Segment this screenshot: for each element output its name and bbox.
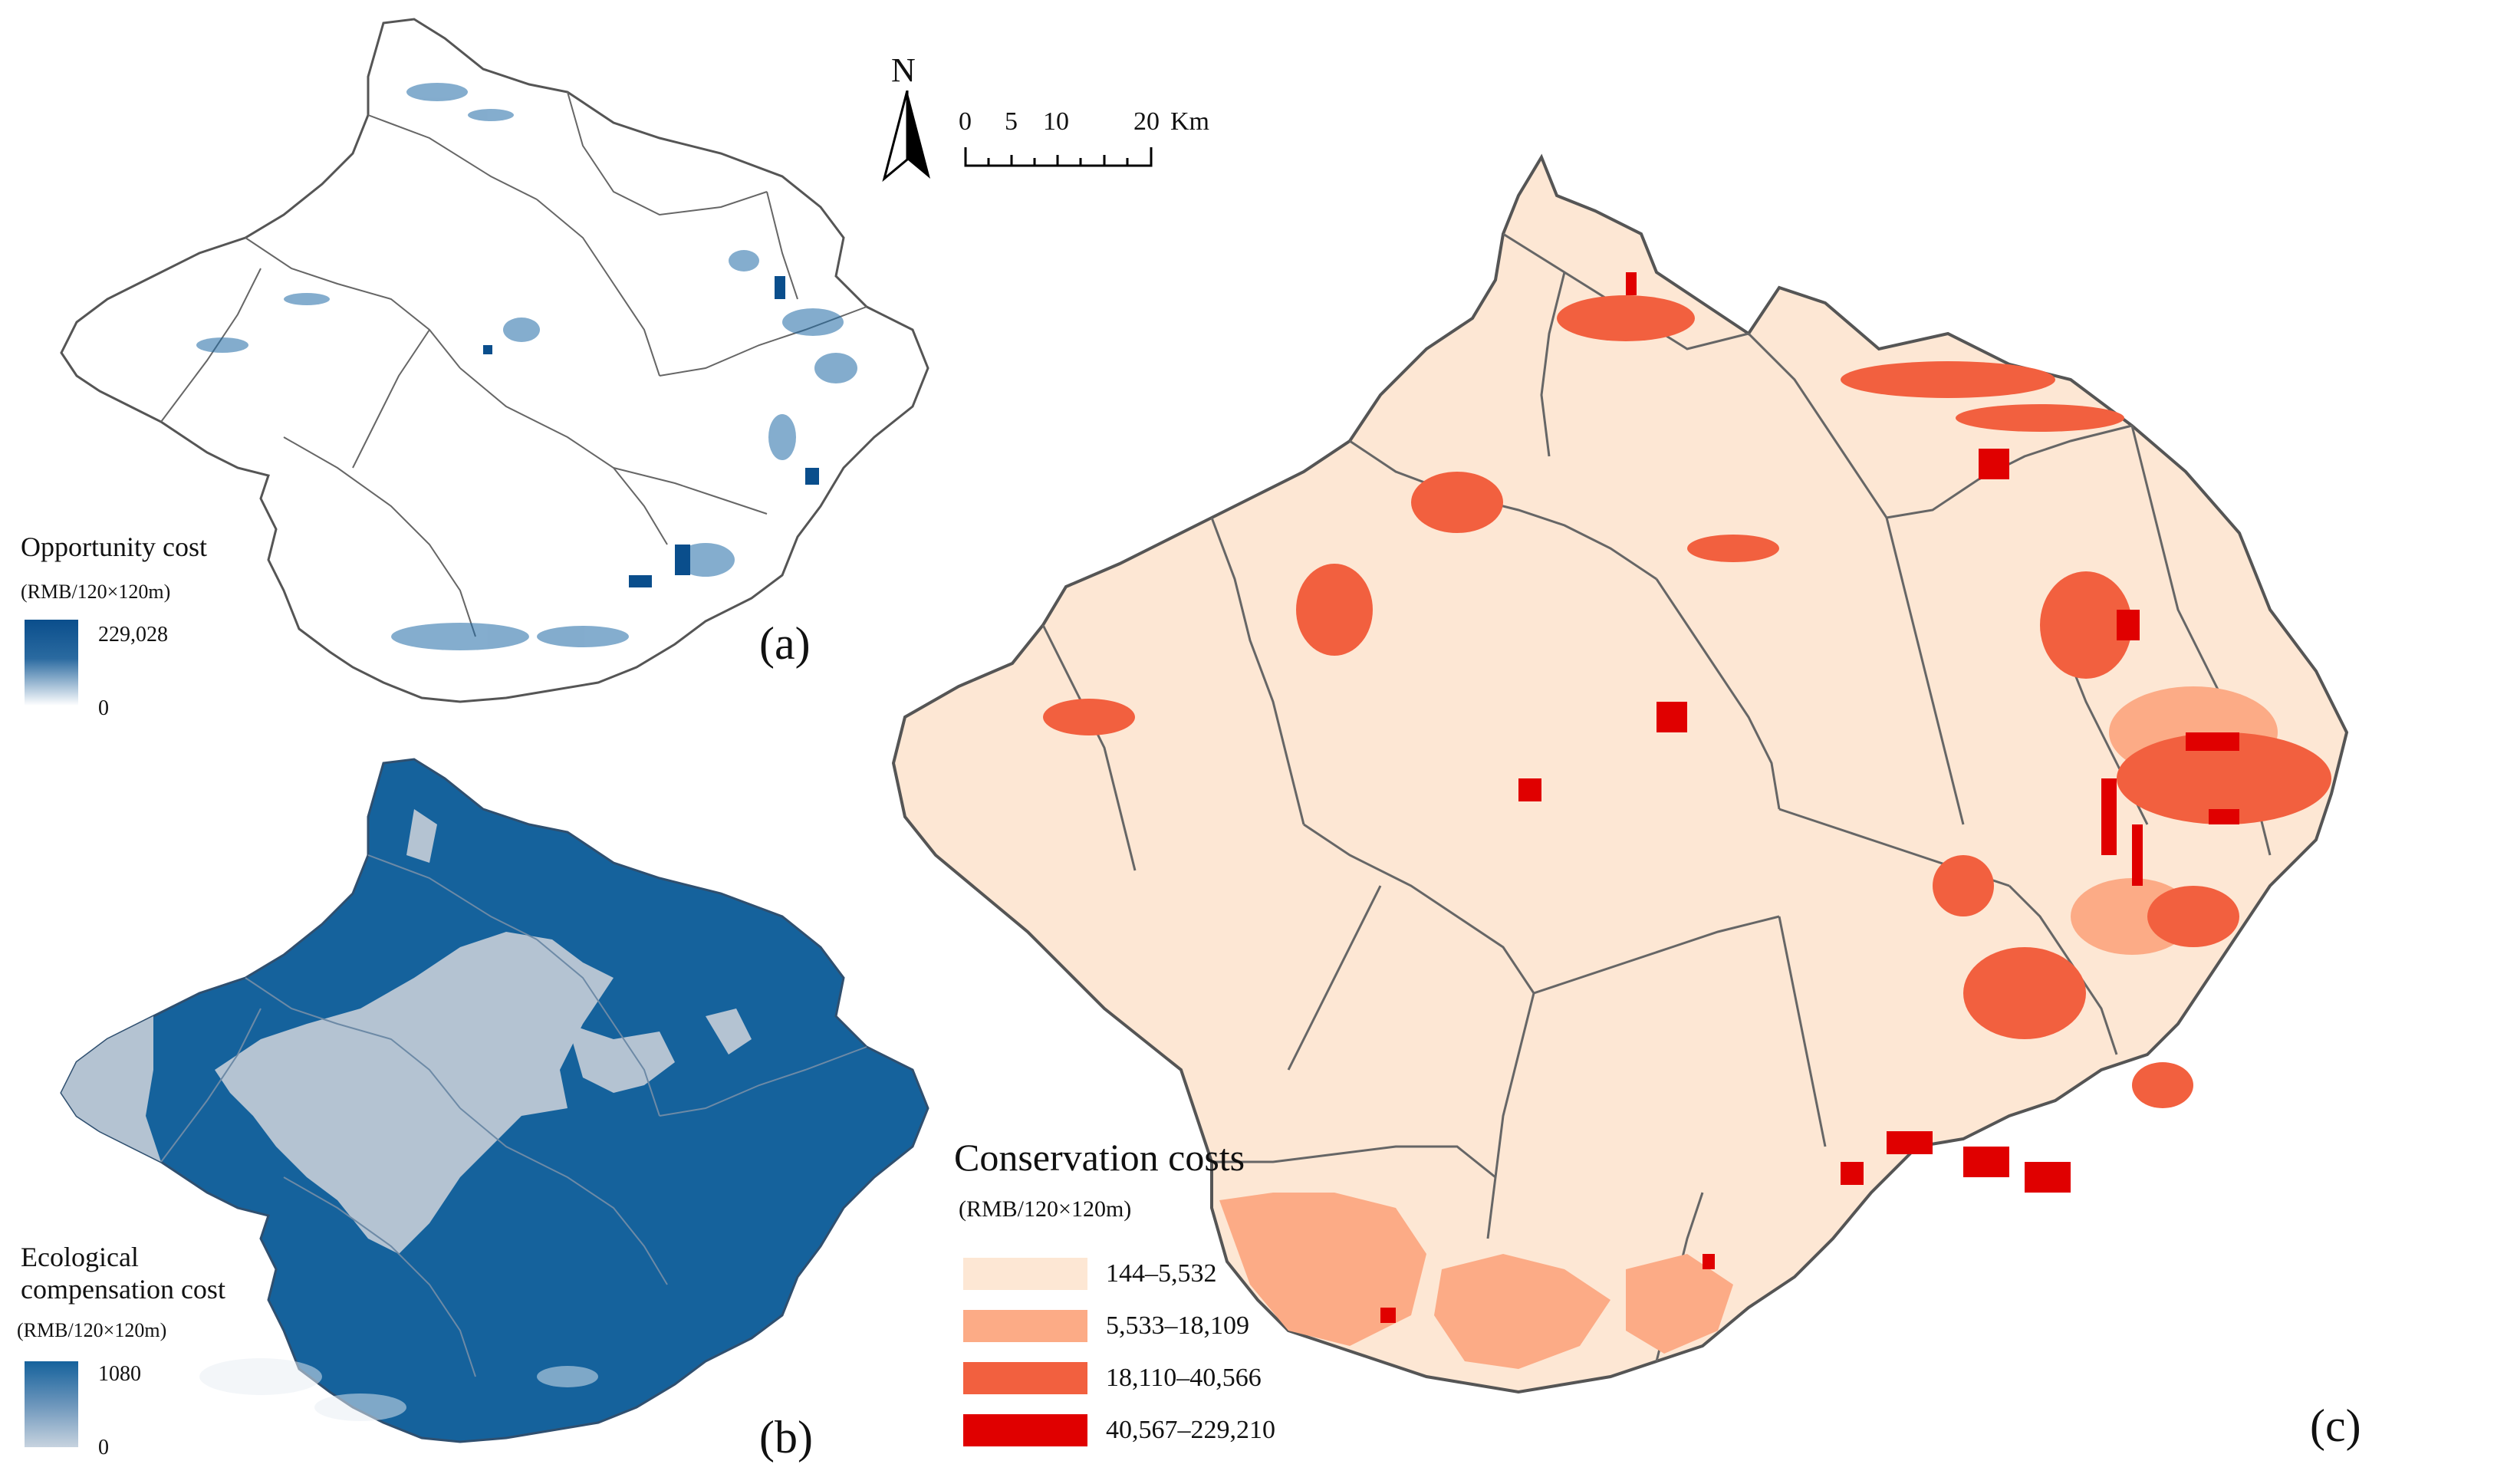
panel-label-c: (c) (2310, 1400, 2361, 1451)
legend-b-unit: (RMB/120×120m) (17, 1319, 167, 1341)
legend-b-max: 1080 (98, 1362, 141, 1386)
low-compensation-zones (61, 809, 752, 1254)
map-ecological-compensation (60, 758, 929, 1443)
legend-c-class-3: 18,110–40,566 (963, 1362, 1262, 1394)
scale-tick-10: 10 (1043, 107, 1069, 136)
opportunity-cost-patches (196, 83, 857, 650)
north-arrow-icon (882, 90, 930, 183)
scale-tick-5: 5 (1005, 107, 1018, 136)
scale-tick-20: 20 (1133, 107, 1160, 136)
legend-c-class-2: 5,533–18,109 (963, 1310, 1249, 1342)
map-conservation-costs (891, 153, 2349, 1394)
panel-label-a: (a) (759, 618, 811, 669)
opportunity-cost-hotspots (483, 276, 819, 587)
legend-c-swatch-2 (963, 1310, 1087, 1342)
panel-label-b: (b) (759, 1412, 813, 1463)
conservation-class-3-areas (1043, 295, 2331, 1108)
legend-a-title: Opportunity cost (21, 531, 207, 562)
county-boundaries-b (160, 854, 867, 1377)
legend-c-title: Conservation costs (954, 1136, 1245, 1179)
map-opportunity-cost (60, 18, 929, 703)
legend-a-min: 0 (98, 696, 109, 720)
legend-c-swatch-4 (963, 1414, 1087, 1446)
legend-c-unit: (RMB/120×120m) (959, 1196, 1132, 1222)
legend-b-min: 0 (98, 1436, 109, 1459)
legend-c-class-1: 144–5,532 (963, 1258, 1217, 1290)
legend-c-swatch-1 (963, 1258, 1087, 1290)
legend-c-label-2: 5,533–18,109 (1106, 1311, 1249, 1340)
scale-tick-0: 0 (959, 107, 972, 136)
legend-c-label-3: 18,110–40,566 (1106, 1364, 1262, 1392)
legend-c-label-1: 144–5,532 (1106, 1259, 1217, 1288)
scale-unit: Km (1170, 107, 1209, 136)
legend-a-unit: (RMB/120×120m) (21, 581, 171, 603)
legend-c-class-4: 40,567–229,210 (963, 1414, 1275, 1446)
legend-b-title-line1: Ecological (21, 1242, 139, 1272)
region-outline-a (60, 18, 929, 703)
legend-b-title-line2: compensation cost (21, 1274, 225, 1305)
north-label: N (891, 51, 916, 89)
legend-a-max: 229,028 (98, 623, 168, 647)
scale-bar (964, 147, 1153, 167)
legend-c-swatch-3 (963, 1362, 1087, 1394)
conservation-class-4-areas (1380, 272, 2239, 1323)
legend-c-label-4: 40,567–229,210 (1106, 1416, 1275, 1444)
legend-a-gradient (25, 620, 78, 706)
compensation-texture (199, 1358, 598, 1421)
legend-b-gradient (25, 1361, 78, 1447)
